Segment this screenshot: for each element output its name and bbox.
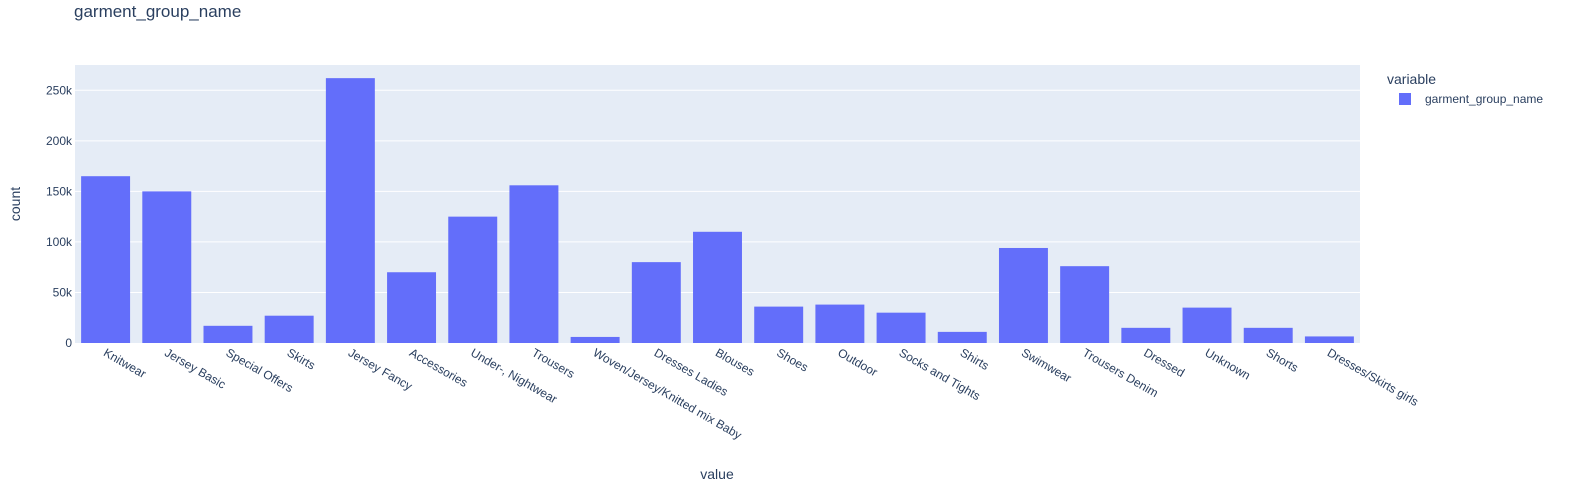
chart-title: garment_group_name <box>74 2 241 21</box>
bar[interactable] <box>998 247 1048 343</box>
x-tick-label: Dressed <box>1141 345 1187 379</box>
bar[interactable] <box>509 185 559 343</box>
x-tick-label: Jersey Basic <box>162 345 228 391</box>
bar[interactable] <box>1304 336 1354 343</box>
y-tick-labels: 0 50k 100k 150k 200k 250k <box>46 83 73 350</box>
y-tick-label: 50k <box>53 285 73 299</box>
bar[interactable] <box>264 315 314 343</box>
x-tick-label: Skirts <box>285 345 318 372</box>
legend[interactable]: variable garment_group_name <box>1387 71 1543 106</box>
bar[interactable] <box>570 336 620 343</box>
y-axis-title: count <box>7 187 23 221</box>
x-tick-label: Swimwear <box>1019 345 1074 385</box>
bar[interactable] <box>1060 266 1110 343</box>
legend-swatch <box>1399 93 1411 105</box>
x-tick-label: Jersey Fancy <box>346 345 415 393</box>
bars <box>81 78 1354 343</box>
bar[interactable] <box>1182 307 1232 343</box>
x-tick-label: Accessories <box>407 345 470 389</box>
x-tick-label: Shorts <box>1264 345 1301 374</box>
bar[interactable] <box>631 262 681 343</box>
legend-title: variable <box>1387 71 1436 87</box>
y-tick-label: 250k <box>46 83 73 97</box>
bar[interactable] <box>876 312 926 343</box>
x-tick-label: Dresses/Skirts girls <box>1325 345 1421 408</box>
bar[interactable] <box>325 78 375 343</box>
legend-entry[interactable]: garment_group_name <box>1425 92 1543 106</box>
x-tick-label: Blouses <box>713 345 757 378</box>
bar[interactable] <box>448 216 498 343</box>
y-tick-label: 200k <box>46 134 73 148</box>
x-tick-label: Trousers <box>529 345 577 381</box>
x-tick-label: Special Offers <box>223 345 295 395</box>
x-tick-label: Shoes <box>774 345 810 374</box>
bar[interactable] <box>1243 327 1293 343</box>
x-tick-label: Knitwear <box>101 345 148 380</box>
bar[interactable] <box>203 325 253 343</box>
bar[interactable] <box>693 231 742 343</box>
bar[interactable] <box>815 304 865 343</box>
y-tick-label: 100k <box>46 235 73 249</box>
bar[interactable] <box>1121 327 1171 343</box>
bar[interactable] <box>81 176 131 343</box>
x-tick-label: Outdoor <box>835 345 880 379</box>
bar[interactable] <box>387 272 437 343</box>
bar[interactable] <box>937 331 987 343</box>
y-tick-label: 0 <box>65 336 72 350</box>
x-tick-label: Unknown <box>1203 345 1253 382</box>
bar[interactable] <box>142 191 192 343</box>
x-tick-label: Shirts <box>958 345 992 372</box>
bar[interactable] <box>754 306 804 343</box>
y-tick-label: 150k <box>46 184 73 198</box>
x-axis-title: value <box>700 466 734 482</box>
